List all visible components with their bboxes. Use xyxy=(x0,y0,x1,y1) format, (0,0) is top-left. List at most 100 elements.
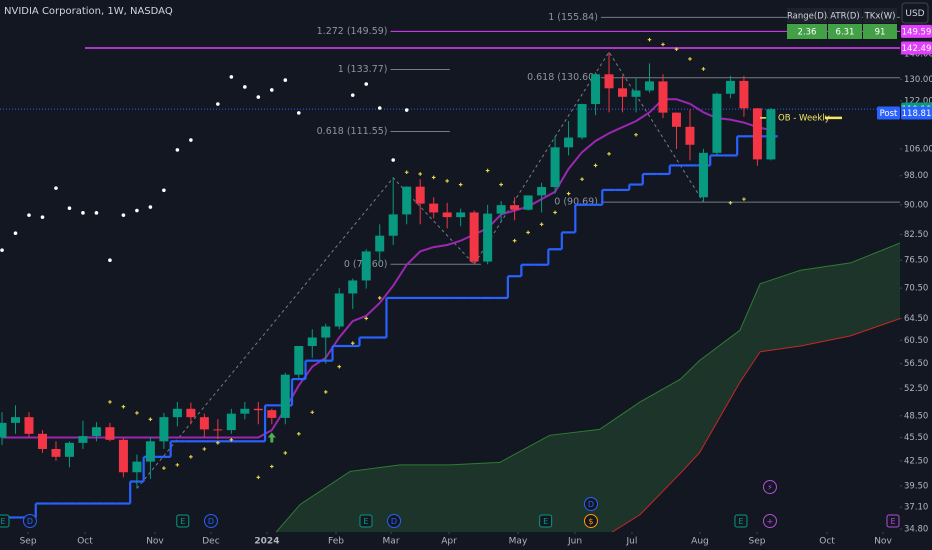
candle-body xyxy=(118,439,128,473)
candle-body xyxy=(752,108,762,160)
candle-body xyxy=(725,80,735,94)
y-tick-label: 98.00 xyxy=(904,171,928,181)
event-label[interactable]: E xyxy=(890,517,895,526)
trail-dot xyxy=(67,206,72,211)
x-tick-label: Oct xyxy=(77,537,93,547)
trail-cross xyxy=(202,447,207,451)
trail-cross xyxy=(364,316,369,321)
x-tick-label: Mar xyxy=(383,537,400,547)
trail-cross xyxy=(512,238,517,243)
event-label[interactable]: E xyxy=(738,517,743,526)
event-marker[interactable] xyxy=(539,514,553,528)
y-tick-label: 60.50 xyxy=(904,336,928,346)
candle-body xyxy=(483,213,493,262)
trail-cross xyxy=(256,475,261,480)
candle-body xyxy=(159,417,169,442)
candle-body xyxy=(618,88,628,97)
trail-cross xyxy=(121,404,126,409)
y-tick-label: 90.00 xyxy=(904,200,928,210)
trail-cross xyxy=(270,464,274,469)
trail-cross xyxy=(148,417,153,422)
trail-dot xyxy=(148,205,153,209)
candle-body xyxy=(64,442,74,457)
event-label[interactable]: D xyxy=(208,517,214,526)
candle-body xyxy=(78,436,88,443)
candle-body xyxy=(712,93,722,153)
candle-body xyxy=(388,214,398,236)
y-tick-label: 56.50 xyxy=(904,359,928,369)
event-label[interactable]: D xyxy=(391,517,397,526)
x-tick-label: Aug xyxy=(691,537,709,547)
event-marker[interactable] xyxy=(22,514,37,528)
event-label[interactable]: E xyxy=(363,517,368,526)
trail-cross xyxy=(445,179,449,183)
table-header-cell xyxy=(863,8,897,23)
event-label[interactable]: $ xyxy=(588,517,593,526)
trail-cross xyxy=(485,168,490,173)
trail-cross xyxy=(458,182,463,187)
candle-body xyxy=(537,187,547,196)
trail-dot xyxy=(54,186,58,190)
event-marker[interactable] xyxy=(886,514,900,528)
event-label[interactable]: + xyxy=(767,517,774,526)
x-tick-label: Sep xyxy=(20,537,37,547)
trail-dot xyxy=(270,88,274,92)
event-marker[interactable] xyxy=(359,514,373,528)
trail-cross xyxy=(431,175,436,180)
y-tick-label: 122.00 xyxy=(904,96,932,106)
event-label[interactable]: E xyxy=(0,517,5,526)
fib-level-label: 1 (155.84) xyxy=(548,12,598,23)
trail-cross xyxy=(607,151,611,156)
candle-body xyxy=(213,429,223,431)
event-marker[interactable] xyxy=(0,514,10,528)
table-value-cell xyxy=(828,24,862,39)
price-tag xyxy=(901,41,932,55)
event-marker[interactable] xyxy=(762,480,777,494)
table-header: ATR(D) xyxy=(830,12,859,22)
candle-body xyxy=(510,205,520,210)
event-label[interactable]: ⚡ xyxy=(767,483,773,492)
candle-body xyxy=(172,408,182,418)
trail-cross xyxy=(175,463,180,467)
event-marker[interactable] xyxy=(203,514,218,528)
y-tick-label: 140.00 xyxy=(904,49,932,59)
event-label[interactable]: D xyxy=(588,500,594,509)
table-header: Range(D) xyxy=(787,12,827,22)
currency-button[interactable] xyxy=(901,2,929,24)
event-marker[interactable] xyxy=(734,514,748,528)
event-marker[interactable] xyxy=(176,514,190,528)
trail-cross xyxy=(553,210,557,215)
event-marker[interactable] xyxy=(583,514,598,528)
event-marker[interactable] xyxy=(583,497,598,511)
event-label[interactable]: D xyxy=(27,517,33,526)
overlay: NVIDIA Corporation, 1W, NASDAQ USD Range… xyxy=(4,2,929,39)
event-label[interactable]: E xyxy=(543,517,548,526)
candle-body xyxy=(280,374,290,418)
candle-body xyxy=(0,422,7,438)
event-marker[interactable] xyxy=(762,514,777,528)
y-tick-label: 48.50 xyxy=(904,411,928,421)
signal-arrow xyxy=(267,432,276,443)
candle-body xyxy=(658,81,668,113)
trail-dot xyxy=(391,158,396,162)
fib-level-label: 0.618 (111.55) xyxy=(317,126,388,137)
currency-label[interactable]: USD xyxy=(905,9,924,19)
trail-dot xyxy=(350,93,355,97)
trail-cross xyxy=(350,341,355,345)
trail-cross xyxy=(499,182,503,187)
trail-dot xyxy=(189,138,193,142)
candle-body xyxy=(11,417,21,423)
candle-body xyxy=(577,104,587,138)
trail-cross xyxy=(323,390,328,394)
table-header: TKx(W) xyxy=(864,12,896,22)
table-value: 2.36 xyxy=(798,28,817,38)
table-value: 6.31 xyxy=(836,28,855,38)
candle-body xyxy=(375,235,385,252)
trail-cross xyxy=(135,411,139,415)
trail-cross xyxy=(310,410,315,415)
event-marker[interactable] xyxy=(387,514,402,528)
trail-cross xyxy=(701,67,706,71)
fib-level-label: 1 (133.77) xyxy=(338,64,388,75)
event-label[interactable]: E xyxy=(180,517,185,526)
